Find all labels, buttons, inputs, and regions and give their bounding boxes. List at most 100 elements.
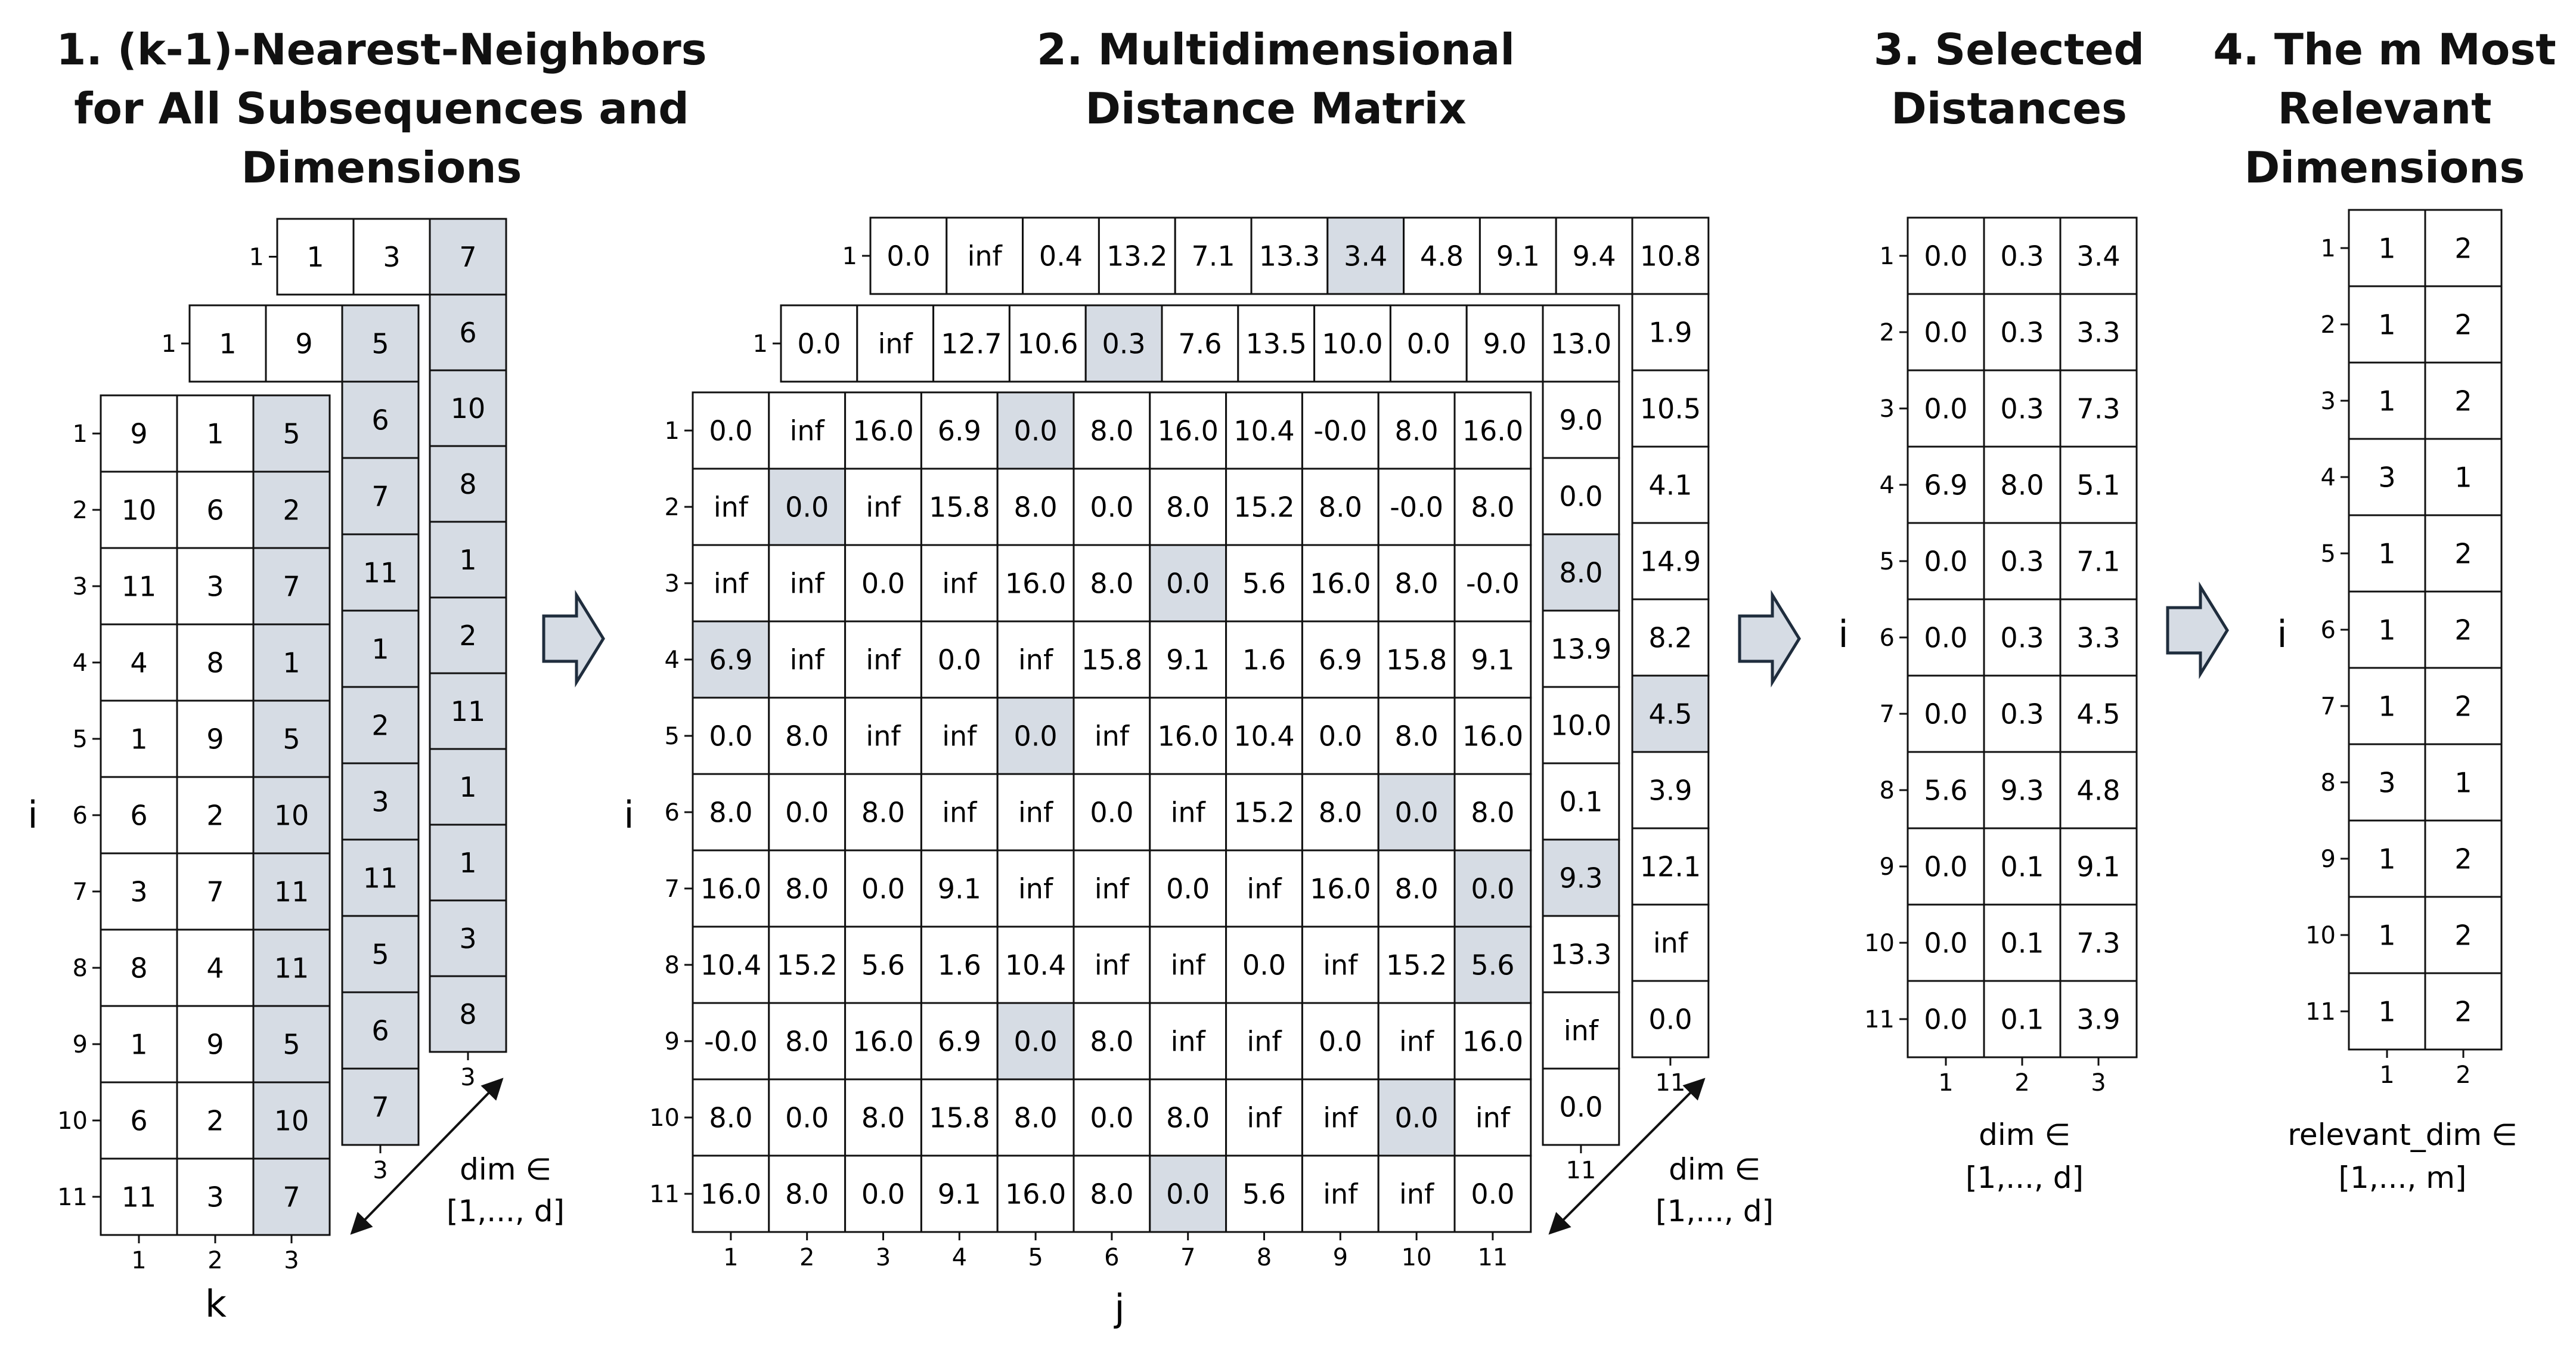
p2-cell-r3-c1-value: inf <box>714 568 749 600</box>
p4-cell-r7-c1: 1 <box>2348 667 2426 745</box>
p1-cell-r9-c1-value: 1 <box>130 1029 147 1061</box>
panel4-title-line1: 4. The m Most <box>2213 24 2556 75</box>
p2-col-tick-7: 7 <box>1180 1244 1195 1271</box>
p1-cell-r2-c3: 2 <box>252 470 331 549</box>
p2-cell-r1-c3: 16.0 <box>844 391 922 470</box>
flow-arrow-1-icon <box>542 590 605 688</box>
p2-col-tick-6: 6 <box>1104 1244 1119 1271</box>
dim-label-panel3: dim ∈ <box>1979 1117 2070 1152</box>
p2-cell-r5-c1: 0.0 <box>692 696 770 775</box>
p2-cell-r1-c11: 16.0 <box>1453 391 1532 470</box>
p2-col-tick-10: 10 <box>1402 1244 1432 1271</box>
p2-cell-r3-c4-value: inf <box>942 568 978 600</box>
p1-cell-r4-c1-value: 4 <box>130 647 147 679</box>
p2-cell-r9-c8-value: inf <box>1247 1026 1282 1058</box>
p2-cell-r9-c6: 8.0 <box>1072 1002 1151 1081</box>
p2-cell-r6-c10-value: 0.0 <box>1395 797 1439 829</box>
p3-row-tick-2: 2 <box>1880 319 1895 346</box>
p2-cell-r3-c10-value: 8.0 <box>1395 568 1439 600</box>
p2-cell-r10-c11-value: inf <box>1475 1102 1511 1134</box>
p1-back-c3-r6-value: 2 <box>459 620 476 652</box>
p1-back-c3-r6: 2 <box>429 596 507 674</box>
p1-row-tick-5: 5 <box>73 726 88 753</box>
p2-cell-r3-c9-value: 16.0 <box>1310 568 1371 600</box>
p2-cell-r9-c11-value: 16.0 <box>1462 1026 1523 1058</box>
p2-cell-r2-c7: 8.0 <box>1149 468 1227 546</box>
p2-cell-r5-c9-value: 0.0 <box>1319 720 1362 753</box>
p1-cell-r9-c3: 5 <box>252 1005 331 1084</box>
axis-label-i-panel3: i <box>1838 612 1848 656</box>
p2-cell-r10-c8-value: inf <box>1247 1102 1282 1134</box>
p2-back-r1-c5: 7.1 <box>1174 216 1253 295</box>
p1-cell-r3-c3-value: 7 <box>283 571 300 603</box>
p2-mid-c11-r10: inf <box>1542 991 1620 1070</box>
p1-cell-r5-c3: 5 <box>252 699 331 778</box>
p2-mid-r1-c5: 0.3 <box>1084 304 1163 383</box>
p2-mid-c11-r2-value: 9.0 <box>1559 404 1602 437</box>
p2-cell-r8-c8-value: 0.0 <box>1242 949 1286 982</box>
p1-cell-r5-c2-value: 9 <box>206 723 224 756</box>
p2-row-tick-1: 1 <box>665 417 680 445</box>
p2-cell-r10-c4: 15.8 <box>920 1078 999 1157</box>
p3-cell-r10-c1: 0.0 <box>1907 903 1985 982</box>
p2-cell-r1-c9: -0.0 <box>1301 391 1380 470</box>
p2-cell-r8-c11: 5.6 <box>1453 925 1532 1004</box>
p2-cell-r6-c4: inf <box>920 773 999 852</box>
p3-cell-r2-c2: 0.3 <box>1983 293 2062 372</box>
p2-cell-r2-c11-value: 8.0 <box>1471 491 1514 524</box>
p1-cell-r3-c2-value: 3 <box>206 571 224 603</box>
p1-mid-c3-r3-value: 7 <box>371 481 389 513</box>
p2-cell-r1-c10: 8.0 <box>1377 391 1456 470</box>
p3-col-tick-2: 2 <box>2014 1069 2029 1097</box>
p4-cell-r9-c1-value: 1 <box>2378 843 2395 875</box>
p1-cell-r7-c3-value: 11 <box>274 876 309 908</box>
p1-back-c3-r8-value: 1 <box>459 771 476 803</box>
p3-cell-r9-c2-value: 0.1 <box>2000 851 2044 883</box>
p1-cell-r8-c1: 8 <box>100 928 178 1007</box>
p2-cell-r6-c7-value: inf <box>1171 797 1207 829</box>
p2-mid-col-tick: 11 <box>1566 1157 1596 1184</box>
p4-cell-r11-c2: 2 <box>2424 972 2503 1051</box>
p1-cell-r11-c1-value: 11 <box>122 1181 157 1213</box>
p2-cell-r9-c11: 16.0 <box>1453 1002 1532 1081</box>
p2-cell-r7-c10-value: 8.0 <box>1395 873 1439 905</box>
p2-row-tick-5: 5 <box>665 723 680 750</box>
p2-cell-r1-c8-value: 10.4 <box>1233 415 1294 447</box>
p3-cell-r2-c3: 3.3 <box>2059 293 2138 372</box>
p2-cell-r2-c10: -0.0 <box>1377 468 1456 546</box>
p2-cell-r4-c11: 9.1 <box>1453 620 1532 699</box>
p2-col-tick-4: 4 <box>952 1244 967 1271</box>
p1-cell-r1-c3-value: 5 <box>283 418 300 450</box>
p2-cell-r9-c6-value: 8.0 <box>1090 1026 1133 1058</box>
p1-mid-c3-r7-value: 3 <box>371 786 389 818</box>
panel3-title: 3. Selected Distances <box>1824 20 2194 138</box>
p2-cell-r3-c11-value: -0.0 <box>1466 568 1520 600</box>
p1-cell-r7-c1: 3 <box>100 852 178 931</box>
p2-col-tick-11: 11 <box>1477 1244 1508 1271</box>
p2-mid-c11-r8-value: 9.3 <box>1559 862 1602 894</box>
p2-cell-r10-c1: 8.0 <box>692 1078 770 1157</box>
p4-cell-r8-c2-value: 1 <box>2454 767 2472 799</box>
p2-back-r1-c10: 9.4 <box>1555 216 1633 295</box>
p2-cell-r11-c9: inf <box>1301 1154 1380 1233</box>
p2-cell-r4-c10-value: 15.8 <box>1386 644 1447 676</box>
p2-cell-r7-c8-value: inf <box>1247 873 1282 905</box>
p2-cell-r3-c7-value: 0.0 <box>1166 568 1210 600</box>
p1-cell-r10-c3-value: 10 <box>274 1105 309 1137</box>
p2-cell-r4-c4-value: 0.0 <box>938 644 981 676</box>
p1-back-c3-r10: 3 <box>429 899 507 977</box>
p2-cell-r5-c8-value: 10.4 <box>1233 720 1294 753</box>
p3-cell-r6-c3-value: 3.3 <box>2076 622 2120 654</box>
panel2-title-line1: 2. Multidimensional <box>1036 24 1515 75</box>
p2-cell-r2-c2-value: 0.0 <box>785 491 829 524</box>
p1-cell-r11-c3-value: 7 <box>283 1181 300 1213</box>
p2-cell-r3-c1: inf <box>692 544 770 623</box>
p3-cell-r5-c2-value: 0.3 <box>2000 546 2044 578</box>
p2-cell-r5-c1-value: 0.0 <box>709 720 752 753</box>
p3-cell-r11-c2-value: 0.1 <box>2000 1004 2044 1036</box>
p4-cell-r6-c1-value: 1 <box>2378 614 2395 646</box>
p1-back-c3-r4: 8 <box>429 445 507 523</box>
p2-cell-r10-c2: 0.0 <box>768 1078 847 1157</box>
p2-cell-r10-c1-value: 8.0 <box>709 1102 752 1134</box>
p1-cell-r9-c3-value: 5 <box>283 1029 300 1061</box>
